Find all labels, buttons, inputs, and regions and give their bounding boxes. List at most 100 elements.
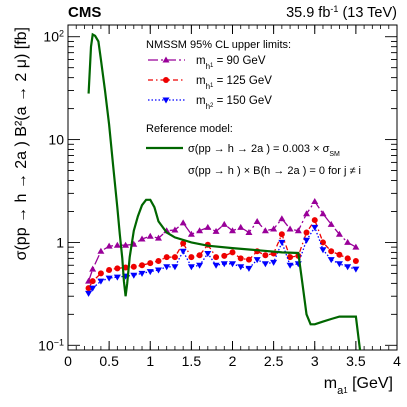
series-1-point — [139, 262, 146, 269]
series-1-point — [245, 256, 252, 263]
series-2-point — [303, 237, 311, 244]
series-2-point — [327, 257, 335, 264]
series-0-point — [229, 227, 236, 234]
series-0-point — [89, 265, 97, 272]
series-2-point — [163, 264, 171, 271]
series-2-point — [270, 259, 278, 266]
series-1-point — [328, 248, 335, 255]
series-1-point — [352, 257, 359, 264]
series-2-point — [204, 251, 212, 258]
series-line-0 — [87, 200, 357, 282]
series-0-point — [122, 241, 130, 248]
legend-title: NMSSM 95% CL upper limits: — [146, 39, 291, 51]
x-tick-label: 2.5 — [264, 353, 284, 369]
series-0-point — [154, 234, 162, 241]
series-2-point — [187, 264, 195, 271]
y-axis-title: σ(pp → h → 2a ) B²(a → 2 μ) [fb] — [13, 27, 30, 260]
series-2-point — [171, 264, 179, 271]
series-2-point — [154, 267, 162, 274]
legend-reference-line1: σ(pp → h → 2a ) = 0.003 × σSM — [188, 143, 340, 158]
y-tick-label: 102 — [43, 29, 64, 45]
x-tick-label: 3 — [311, 353, 319, 369]
series-line-3 — [87, 32, 362, 351]
series-1-point — [130, 263, 137, 270]
series-0-point — [138, 235, 146, 242]
series-2-point — [89, 285, 97, 292]
series-1-point — [147, 260, 154, 267]
x-tick-label: 1.5 — [182, 353, 202, 369]
series-0-point — [179, 219, 187, 226]
series-0-point — [286, 225, 294, 232]
legend-marker-2 — [162, 97, 170, 104]
series-2-point — [196, 262, 204, 269]
legend-reference-title: Reference model: — [146, 123, 233, 135]
series-1-point — [262, 252, 269, 259]
series-1-point — [311, 217, 318, 224]
series-0-point — [294, 227, 302, 234]
y-tick-label: 10 — [48, 132, 64, 148]
x-axis-title: ma1 [GeV] — [324, 375, 393, 397]
series-1-point — [287, 254, 294, 261]
series-2-point — [278, 239, 286, 246]
legend-label-2: mh2 = 150 GeV — [196, 95, 272, 111]
legend-label-1: mh1 = 125 GeV — [196, 75, 272, 91]
series-2-point — [335, 261, 343, 268]
y-tick-label: 1 — [56, 234, 64, 250]
series-2-point — [85, 290, 93, 297]
series-line-2 — [88, 225, 357, 294]
series-0-point — [97, 247, 105, 254]
series-1-point — [229, 249, 236, 256]
series-0-point — [196, 227, 204, 234]
series-0-point — [278, 215, 286, 222]
series-2-point — [261, 261, 269, 268]
series-1-point — [180, 240, 187, 247]
series-0-point — [270, 225, 278, 232]
series-0-point — [311, 198, 319, 205]
series-2-point — [311, 224, 319, 231]
series-0-point — [146, 232, 154, 239]
series-0-point — [261, 227, 269, 234]
series-1-point — [97, 270, 104, 277]
series-2-point — [113, 274, 121, 281]
luminosity-label: 35.9 fb-1 (13 TeV) — [286, 4, 397, 21]
y-tick-label: 10−1 — [38, 337, 64, 353]
series-0-point — [303, 210, 311, 217]
series-line-1 — [88, 218, 357, 289]
series-0-point — [319, 210, 327, 217]
series-0-point — [253, 217, 261, 224]
legend-marker-1 — [163, 77, 169, 83]
series-1-point — [319, 239, 326, 246]
series-2-point — [146, 269, 154, 276]
cms-label: CMS — [68, 4, 101, 21]
series-0-point — [327, 220, 335, 227]
series-1-point — [303, 229, 310, 236]
series-0-point — [245, 228, 253, 235]
legend-marker-0 — [162, 56, 170, 63]
x-tick-label: 4 — [393, 353, 401, 369]
legend-label-0: mh1 = 90 GeV — [196, 55, 266, 71]
series-1-point — [106, 266, 113, 273]
series-2-point — [229, 261, 236, 268]
series-0-point — [237, 223, 245, 230]
series-1-point — [196, 252, 203, 259]
series-0-point — [187, 230, 195, 237]
series-2-point — [237, 264, 245, 271]
x-tick-label: 0 — [64, 353, 72, 369]
series-2-point — [319, 247, 327, 254]
series-0-point — [204, 223, 212, 230]
series-2-point — [352, 266, 360, 273]
series-1-point — [213, 254, 220, 261]
series-1-point — [344, 255, 351, 262]
x-tick-label: 1 — [146, 353, 154, 369]
legend-reference-line2: σ(pp → h ) × B(h → 2a ) = 0 for j ≠ i — [188, 165, 361, 177]
series-2-point — [97, 278, 105, 285]
series-1-point — [278, 231, 285, 238]
series-1-point — [221, 252, 228, 259]
series-0-point — [335, 230, 343, 237]
x-tick-label: 0.5 — [99, 353, 119, 369]
series-2-point — [344, 264, 352, 271]
series-0-point — [344, 238, 352, 245]
series-2-point — [138, 270, 146, 277]
series-1-point — [237, 255, 244, 262]
